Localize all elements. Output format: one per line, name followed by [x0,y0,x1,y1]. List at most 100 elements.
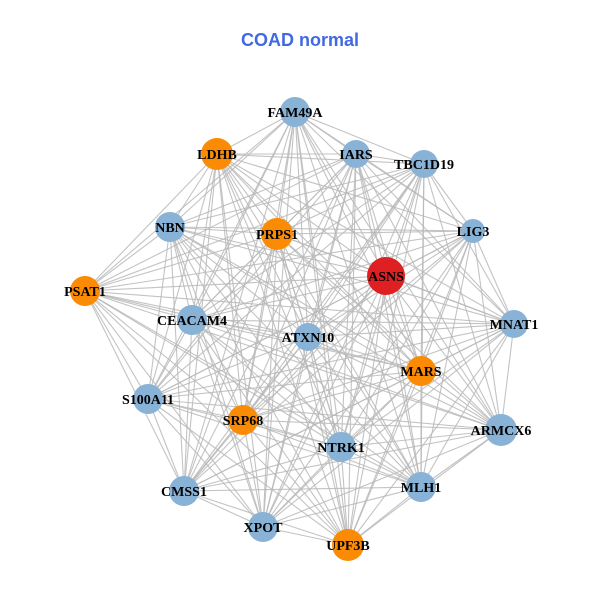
graph-edge [191,233,278,321]
graph-edge [216,153,474,232]
graph-node-ATXN10 [294,323,322,351]
graph-edge [276,233,349,546]
graph-edge [340,323,515,448]
graph-edge [242,419,502,431]
graph-edge [147,233,278,400]
graph-edge [191,319,264,528]
graph-edge [183,370,422,492]
graph-edge [216,153,515,325]
graph-edge [294,111,422,372]
graph-node-label-MLH1: MLH1 [401,481,441,496]
graph-node-label-XPOT: XPOT [244,521,284,536]
graph-edge [169,226,515,325]
graph-edge [242,419,342,448]
graph-node-NBN [155,212,185,242]
node-layer [70,97,528,561]
graph-node-NTRK1 [326,432,356,462]
graph-node-PRPS1 [261,218,293,250]
graph-edge [84,290,502,431]
graph-edge [262,486,422,528]
graph-edge [169,226,474,232]
graph-edge [191,319,422,488]
graph-edge [276,230,474,235]
graph-edge [355,153,387,277]
graph-node-ASNS [367,257,405,295]
graph-node-FAM49A [280,97,310,127]
graph-edge [84,233,278,292]
graph-edge [183,319,193,492]
graph-edge [147,398,422,488]
graph-edge [183,419,244,492]
graph-edge [423,163,515,325]
graph-edge [84,226,171,292]
graph-edge [147,398,349,546]
graph-edge [169,226,422,372]
graph-edge [216,153,244,421]
graph-edge [169,226,193,321]
graph-edge [347,275,387,546]
graph-edge [355,153,515,325]
graph-edge [262,429,502,528]
graph-node-label-S100A11: S100A11 [122,393,174,408]
graph-edge [191,319,309,338]
graph-edge [262,111,296,528]
graph-edge [262,230,474,528]
graph-edge [147,275,387,400]
graph-edge [169,226,387,277]
graph-edge [262,446,342,528]
graph-edge [169,153,357,228]
graph-node-IARS [342,140,370,168]
graph-edge [420,370,502,431]
graph-edge [169,226,349,546]
graph-node-UPF3B [332,529,364,561]
graph-edge [340,429,502,448]
graph-edge [216,153,278,235]
graph-edge [169,226,342,448]
graph-edge [307,336,342,448]
graph-node-MLH1 [406,472,436,502]
graph-edge [147,323,515,400]
graph-edge [347,153,357,546]
graph-edge [84,290,349,546]
graph-edge [169,163,425,228]
graph-node-label-NBN: NBN [155,221,185,236]
graph-edge [242,111,296,421]
graph-edge [385,275,502,431]
graph-node-LDHB [201,138,233,170]
graph-edge [276,233,422,488]
graph-edge [385,275,422,488]
graph-edge [84,163,425,292]
graph-edge [500,323,515,431]
graph-node-label-MNAT1: MNAT1 [490,318,539,333]
graph-edge [242,370,422,421]
graph-edge [385,275,515,325]
graph-edge [191,230,474,321]
label-layer: FAM49A LDHB IARS TBC1D19 NBN PRPS1 LIG3 PSAT1 AS… [64,106,538,554]
graph-edge [242,323,515,421]
graph-node-PSAT1 [70,276,100,306]
graph-edge [294,111,387,277]
graph-edge [472,230,515,325]
graph-edge [84,153,357,292]
graph-edge [216,153,387,277]
graph-edge [242,419,264,528]
graph-edge [147,226,171,400]
graph-edge [294,111,515,325]
graph-edge [423,163,502,431]
graph-edge [355,153,422,488]
graph-edge [169,226,264,528]
graph-node-LIG3 [461,219,485,243]
graph-node-label-ASNS: ASNS [368,270,404,285]
graph-edge [191,319,342,448]
graph-node-label-SRP68: SRP68 [223,414,263,429]
graph-edge [147,398,264,528]
graph-edge [216,153,264,528]
graph-edge [191,319,515,325]
graph-edge [307,336,422,372]
graph-edge [420,230,474,488]
graph-edge [147,111,296,400]
graph-edge [183,233,278,492]
graph-edge [183,275,387,492]
graph-edge [84,290,244,421]
graph-edge [385,163,425,277]
